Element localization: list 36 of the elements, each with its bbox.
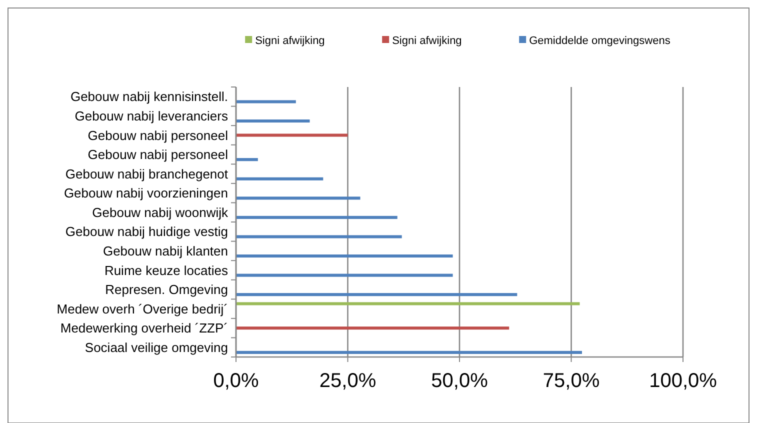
bar xyxy=(236,350,582,354)
x-tick-label: 0,0% xyxy=(213,370,260,392)
x-tick-label: 50,0% xyxy=(431,370,488,392)
bar xyxy=(236,235,402,238)
bar xyxy=(236,216,398,219)
y-tick-label: Represen. Omgeving xyxy=(105,282,228,298)
bar xyxy=(236,196,360,200)
y-tick-label: Gebouw nabij personeel xyxy=(88,147,228,162)
bar xyxy=(236,100,296,104)
bar xyxy=(236,302,580,306)
y-tick-label: Gebouw nabij personeel xyxy=(88,128,228,143)
bar xyxy=(236,274,453,277)
x-tick-label: 100,0% xyxy=(649,370,718,392)
bar xyxy=(236,119,310,123)
legend-label: Gemiddelde omgevingswens xyxy=(529,34,671,47)
bar xyxy=(236,158,258,162)
bar xyxy=(236,254,453,258)
y-tick-label: Gebouw nabij kennisinstell. xyxy=(70,89,228,104)
bar xyxy=(236,134,348,137)
bar xyxy=(236,293,518,296)
bar xyxy=(236,326,510,330)
bar xyxy=(236,177,324,180)
legend-label: Signi afwijking xyxy=(255,34,325,47)
y-tick-label: Sociaal veilige omgeving xyxy=(84,340,228,355)
y-tick-label: Gebouw nabij branchegenot xyxy=(65,166,228,182)
legend-label: Signi afwijking xyxy=(392,34,462,47)
y-tick-label: Medew overh ´Overige bedrij´ xyxy=(56,301,228,316)
y-tick-label: Gebouw nabij huidige vestig xyxy=(65,224,228,240)
x-tick-label: 75,0% xyxy=(542,370,600,392)
y-tick-label: Gebouw nabij leveranciers xyxy=(74,108,228,124)
y-tick-label: Medewerking overheid ´ZZP´ xyxy=(60,320,228,336)
y-tick-label: Gebouw nabij voorzieningen xyxy=(64,186,228,201)
y-tick-label: Gebouw nabij klanten xyxy=(102,243,228,258)
y-tick-label: Gebouw nabij woonwijk xyxy=(92,204,228,220)
x-tick-label: 25,0% xyxy=(319,370,376,392)
y-tick-label: Ruime keuze locaties xyxy=(104,262,228,278)
